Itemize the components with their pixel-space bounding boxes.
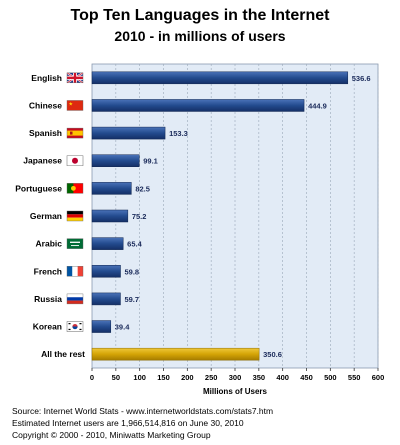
china-flag-icon: ★	[66, 100, 84, 111]
x-tick-label: 600	[372, 373, 385, 382]
category-label-spanish: Spanish	[29, 128, 62, 138]
svg-text:★: ★	[69, 101, 74, 107]
value-label-german: 75.2	[132, 212, 147, 221]
x-tick-label: 450	[300, 373, 313, 382]
bar-chinese	[91, 99, 305, 112]
saudi-arabia-flag-icon	[66, 238, 84, 249]
bar-spanish	[91, 126, 166, 140]
germany-flag-icon	[66, 210, 84, 222]
x-tick-label: 400	[276, 373, 289, 382]
korea-flag-icon	[66, 321, 84, 332]
estimate-note: Estimated Internet users are 1,966,514,8…	[12, 418, 244, 428]
x-tick-label: 200	[181, 373, 194, 382]
value-label-korean: 39.4	[115, 323, 130, 332]
x-tick-label: 300	[229, 373, 242, 382]
value-label-chinese: 444.9	[308, 101, 327, 110]
bar-portuguese	[91, 182, 132, 195]
japan-flag-icon	[66, 155, 84, 166]
bar-english	[91, 71, 349, 85]
value-label-russia: 59.7	[124, 295, 139, 304]
x-tick-label: 50	[112, 373, 120, 382]
category-label-french: French	[34, 266, 62, 276]
value-label-english: 536.6	[352, 74, 371, 83]
bar-russia	[91, 292, 121, 306]
category-label-russia: Russia	[34, 294, 62, 304]
category-label-japanese: Japanese	[23, 156, 62, 166]
russia-flag-icon	[66, 293, 84, 305]
x-axis-title: Millions of Users	[203, 387, 268, 396]
x-tick-label: 350	[253, 373, 266, 382]
category-label-arabic: Arabic	[36, 239, 63, 249]
chart-footer: Source: Internet World Stats - www.inter…	[12, 405, 273, 441]
bar-arabic	[91, 237, 124, 250]
chart-title-block: Top Ten Languages in the Internet 2010 -…	[0, 6, 400, 46]
category-label-chinese: Chinese	[29, 100, 62, 110]
x-tick-label: 0	[90, 373, 94, 382]
category-label-english: English	[31, 73, 62, 83]
value-label-french: 59.8	[125, 267, 140, 276]
value-label-all-the-rest: 350.6	[263, 350, 282, 359]
portugal-flag-icon	[66, 183, 84, 194]
chart-subtitle: 2010 - in millions of users	[114, 28, 286, 44]
value-label-japanese: 99.1	[143, 157, 158, 166]
category-label-all-the-rest: All the rest	[41, 349, 85, 359]
x-tick-label: 150	[157, 373, 170, 382]
x-tick-label: 100	[133, 373, 146, 382]
x-tick-label: 550	[348, 373, 361, 382]
spain-flag-icon	[66, 127, 84, 139]
bar-french	[91, 265, 121, 278]
france-flag-icon	[66, 266, 84, 277]
bar-chart: 0 50 100 150 200 250 300 350 400 450 500 550 600 Mill…	[15, 63, 385, 396]
bar-japanese	[91, 154, 140, 167]
x-tick-label: 250	[205, 373, 218, 382]
category-label-german: German	[30, 211, 62, 221]
chart-title: Top Ten Languages in the Internet	[70, 7, 330, 24]
value-label-arabic: 65.4	[127, 240, 142, 249]
source-note: Source: Internet World Stats - www.inter…	[12, 406, 274, 416]
bar-korean	[91, 320, 112, 333]
bar-german	[91, 209, 129, 223]
value-label-portuguese: 82.5	[135, 184, 150, 193]
uk-flag-icon	[66, 71, 84, 84]
x-tick-label: 500	[324, 373, 337, 382]
copyright-note: Copyright © 2000 - 2010, Miniwatts Marke…	[12, 430, 211, 440]
bar-all-the-rest	[91, 347, 260, 361]
category-label-korean: Korean	[33, 322, 62, 332]
category-label-portuguese: Portuguese	[15, 183, 62, 193]
value-label-spanish: 153.3	[169, 129, 188, 138]
